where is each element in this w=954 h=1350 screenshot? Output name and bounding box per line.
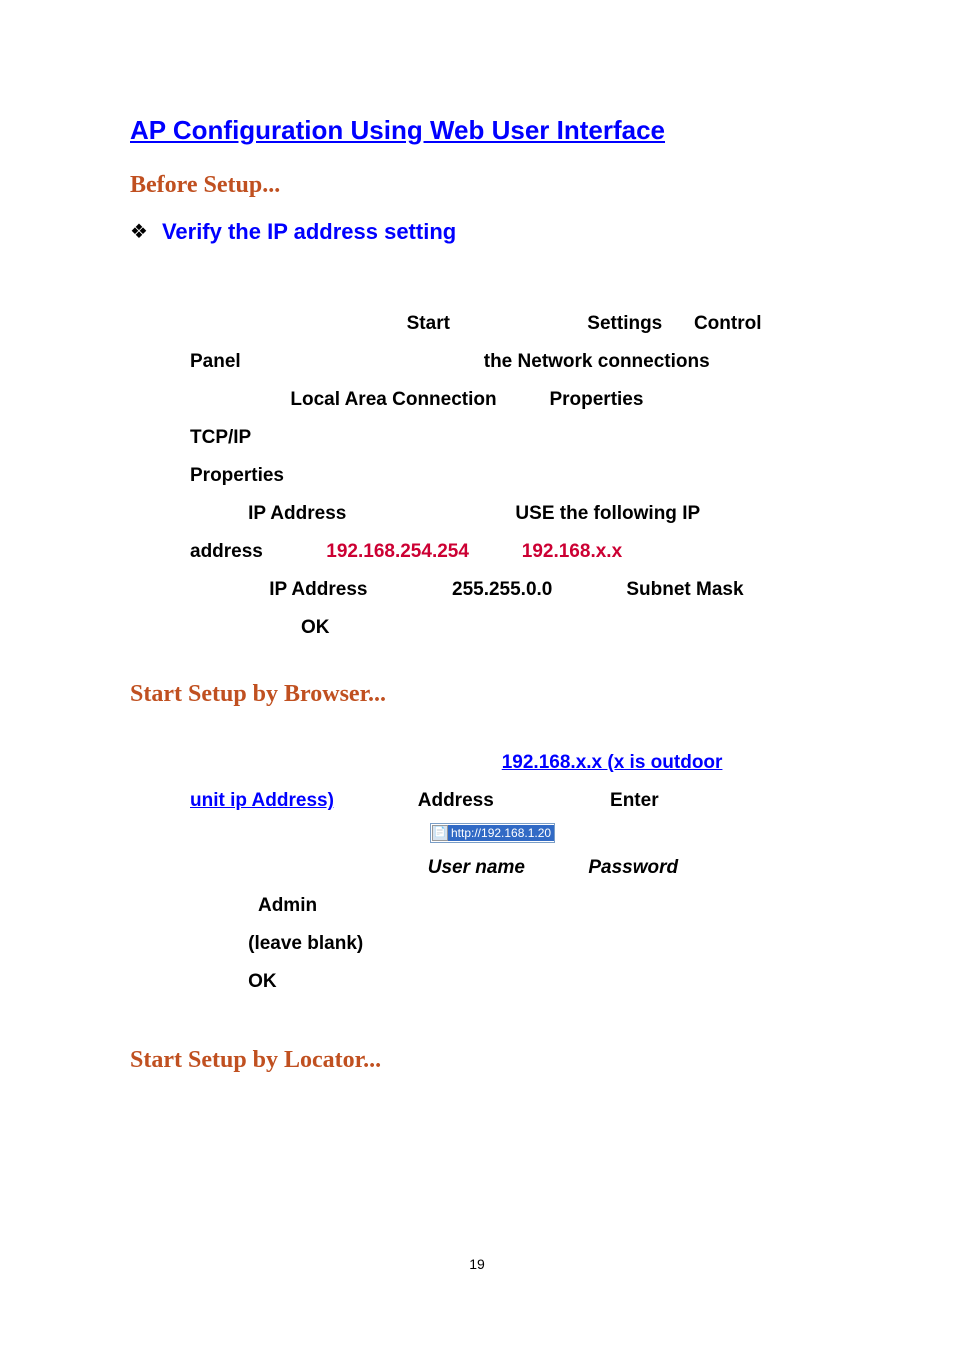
word-ipaddr2: IP Address bbox=[269, 579, 367, 600]
word-properties2: Properties bbox=[190, 465, 284, 486]
page-icon: 📄 bbox=[432, 825, 448, 841]
word-panel: Panel bbox=[190, 351, 241, 372]
word-password: Password bbox=[588, 857, 678, 878]
word-ipaddr: IP Address bbox=[248, 503, 346, 524]
word-lac: Local Area Connection bbox=[290, 389, 496, 410]
word-blank: (leave blank) bbox=[248, 933, 363, 954]
word-address2: Address bbox=[418, 790, 494, 811]
word-admin: Admin bbox=[258, 895, 317, 916]
before-setup-heading: Before Setup... bbox=[130, 172, 824, 199]
url-bar[interactable]: 📄 http://192.168.1.20 bbox=[430, 823, 555, 843]
diamond-bullet-icon: ❖ bbox=[130, 219, 148, 244]
word-properties: Properties bbox=[549, 389, 643, 410]
word-settings: Settings bbox=[587, 313, 662, 334]
ip-254: 192.168.254.254 bbox=[326, 541, 469, 562]
word-username: User name bbox=[428, 857, 525, 878]
word-control: Control bbox=[694, 313, 762, 334]
main-heading: AP Configuration Using Web User Interfac… bbox=[130, 115, 824, 146]
ip-link-part2[interactable]: unit ip Address) bbox=[190, 790, 334, 811]
page-number: 19 bbox=[469, 1256, 485, 1272]
mask: 255.255.0.0 bbox=[452, 579, 552, 600]
start-locator-heading: Start Setup by Locator... bbox=[130, 1047, 824, 1074]
word-tcpip: TCP/IP bbox=[190, 427, 251, 448]
ip-xx: 192.168.x.x bbox=[522, 541, 622, 562]
word-network: the Network connections bbox=[484, 351, 710, 372]
word-usefollow: USE the following IP bbox=[515, 503, 700, 524]
word-address: address bbox=[190, 541, 263, 562]
verify-ip-text: Verify the IP address setting bbox=[162, 219, 456, 245]
verify-ip-bullet: ❖ Verify the IP address setting bbox=[130, 219, 824, 245]
word-start: Start bbox=[407, 313, 450, 334]
word-enter: Enter bbox=[610, 790, 659, 811]
instruction-block-1: xxxxxxxxxxxxxxxxxxxx Start xxxxxxxxxxxx … bbox=[130, 305, 824, 647]
start-browser-heading: Start Setup by Browser... bbox=[130, 681, 824, 708]
word-ok2: OK bbox=[248, 971, 277, 992]
ip-link-part1[interactable]: 192.168.x.x (x is outdoor bbox=[502, 752, 723, 773]
word-subnet: Subnet Mask bbox=[626, 579, 743, 600]
instruction-block-2: xxxxxxxxxxxxxxxxxxxxxxxxxxxxx 192.168.x.… bbox=[130, 744, 824, 1001]
url-text: http://192.168.1.20 bbox=[448, 825, 554, 841]
word-ok: OK bbox=[301, 617, 330, 638]
